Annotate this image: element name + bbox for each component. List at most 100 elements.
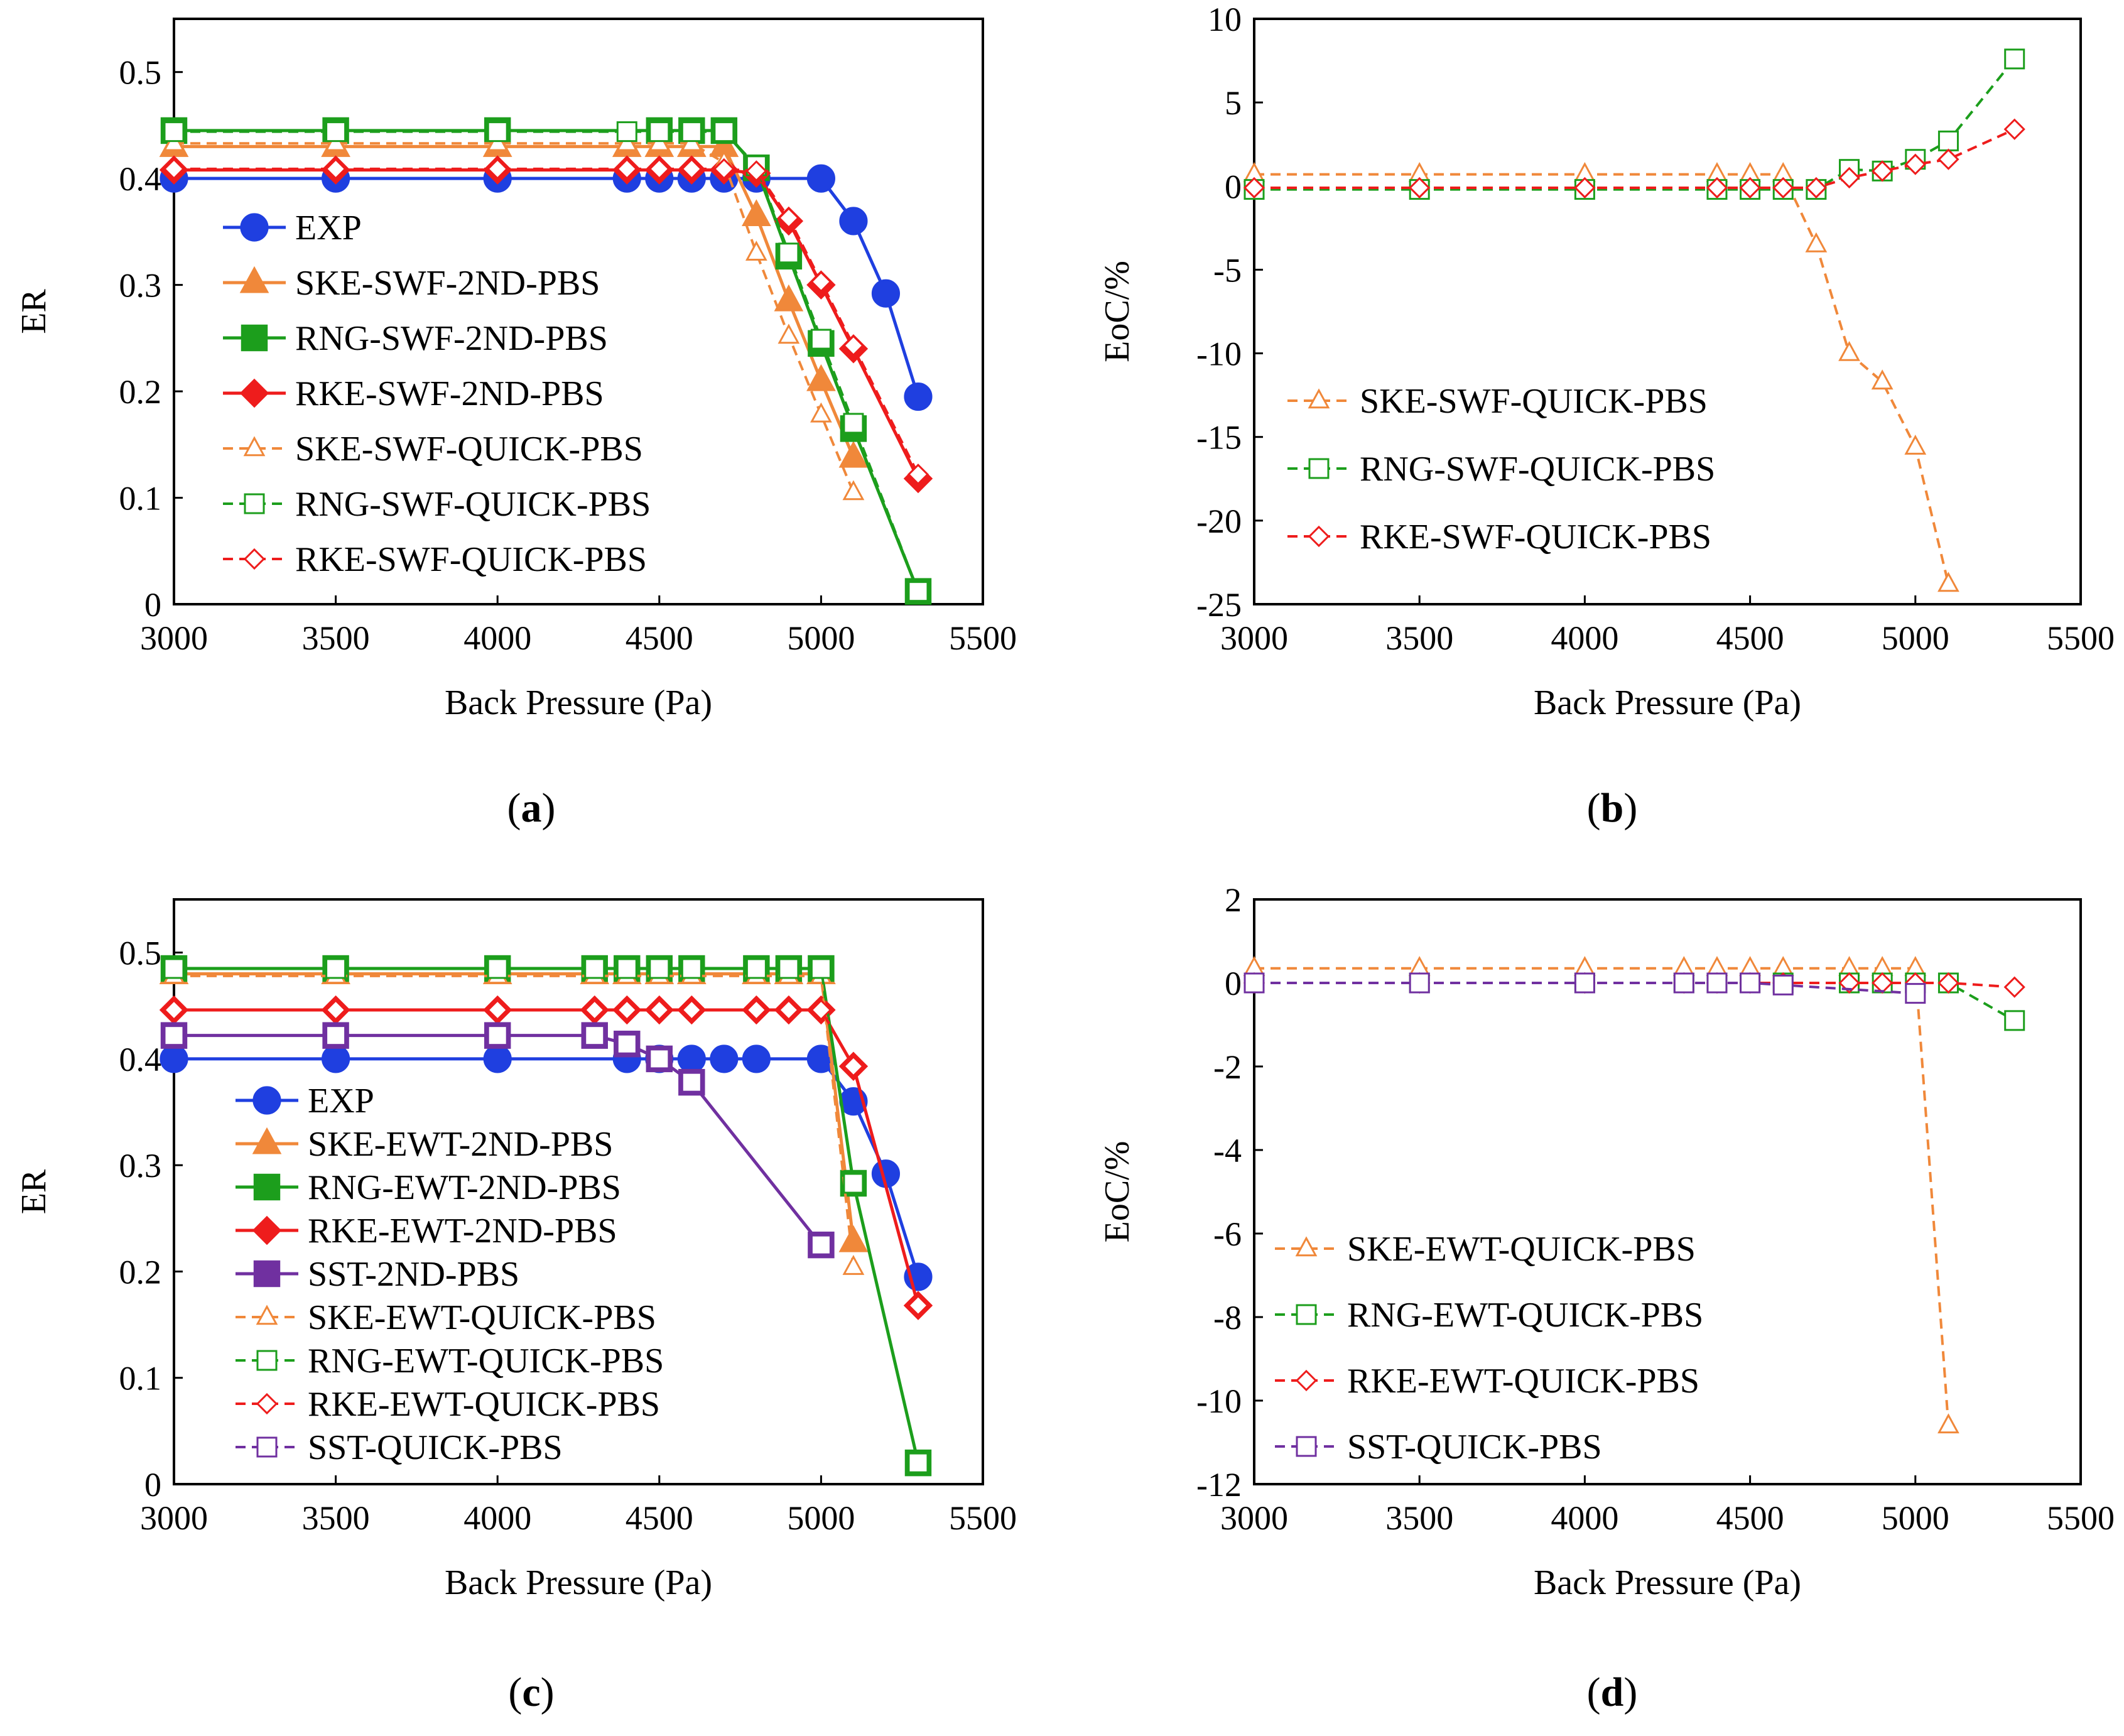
- y-tick-label: -2: [1213, 1048, 1242, 1086]
- chart-c: 3000 3500 4000 4500 5000 5500 0 0.1 0.2 0.3 0.4 0.5…: [14, 898, 1017, 1602]
- legend-label: EXP: [295, 209, 362, 247]
- legend-marker: [243, 548, 266, 570]
- legend-label: RNG-SWF-QUICK-PBS: [295, 485, 651, 524]
- y-tick-label: -20: [1196, 502, 1242, 540]
- data-point: [1937, 130, 1959, 151]
- x-axis-label: Back Pressure (Pa): [1534, 1563, 1801, 1602]
- x-tick-label: 4000: [1551, 1499, 1618, 1537]
- data-point: [907, 1294, 929, 1316]
- data-point: [2003, 118, 2025, 140]
- legend-marker: [1295, 1369, 1318, 1392]
- data-point: [616, 121, 637, 143]
- data-point: [1706, 176, 1728, 199]
- legend-label: RKE-EWT-QUICK-PBS: [1347, 1362, 1699, 1401]
- y-tick-label: -12: [1196, 1466, 1242, 1504]
- y-tick-label: 0: [144, 1466, 161, 1504]
- data-point: [778, 323, 800, 344]
- data-point: [163, 958, 185, 979]
- panel-label-c: (c): [508, 1669, 554, 1715]
- y-tick-label: 0.1: [119, 1360, 162, 1397]
- legend-marker: [252, 1086, 281, 1115]
- series-rng-ewt-quick-pbs: [163, 958, 929, 1473]
- panel-label-d: (d): [1587, 1669, 1638, 1715]
- legend-label: SKE-EWT-2ND-PBS: [308, 1125, 613, 1164]
- x-tick-label: 5500: [949, 619, 1017, 657]
- data-point: [584, 1025, 605, 1046]
- data-point: [1244, 972, 1265, 994]
- data-point: [483, 1044, 512, 1073]
- y-tick-label: -15: [1196, 419, 1242, 457]
- series-line: [174, 967, 919, 1463]
- data-point: [843, 1173, 864, 1194]
- data-point: [1243, 176, 1265, 199]
- y-tick-label: 0.2: [119, 373, 162, 411]
- data-point: [681, 158, 703, 180]
- data-point: [904, 382, 933, 411]
- legend-label: RNG-SWF-QUICK-PBS: [1360, 450, 1715, 489]
- y-tick-label: 2: [1225, 881, 1242, 919]
- data-point: [1937, 972, 1959, 994]
- series-sst-quick-pbs: [163, 1025, 832, 1256]
- x-tick-label: 3000: [1220, 619, 1288, 657]
- legend-marker: [253, 1260, 281, 1288]
- data-point: [648, 999, 670, 1021]
- data-point: [649, 1048, 670, 1070]
- x-tick-label: 4000: [1551, 619, 1618, 657]
- data-point: [742, 1044, 771, 1073]
- data-point: [1937, 1413, 1959, 1434]
- legend-marker: [253, 1173, 281, 1201]
- x-tick-label: 3000: [140, 1499, 208, 1537]
- legend-label: RKE-SWF-QUICK-PBS: [1360, 518, 1711, 556]
- series-line: [174, 974, 855, 1267]
- legend-label: SST-QUICK-PBS: [308, 1428, 563, 1467]
- series-line: [174, 1009, 919, 1306]
- x-tick-label: 5000: [787, 619, 855, 657]
- y-axis-label: EoC/%: [1098, 261, 1137, 362]
- panels: 3000 3500 4000 4500 5000 5500 0 0.1 0.2 0.3 0.4 0.5…: [14, 1, 2115, 1602]
- x-tick-label: 3500: [302, 619, 370, 657]
- legend-c: EXP SKE-EWT-2ND-PBS RNG-EWT-2ND-PBS RKE-EWT…: [236, 1082, 664, 1467]
- data-point: [487, 958, 508, 979]
- legend-marker: [252, 1127, 282, 1154]
- legend-label: RKE-EWT-QUICK-PBS: [308, 1385, 660, 1424]
- data-point: [2004, 48, 2025, 70]
- panel-label-b: (b): [1587, 785, 1638, 831]
- data-point: [1772, 974, 1794, 995]
- data-point: [681, 1071, 702, 1093]
- data-point: [584, 958, 605, 979]
- data-point: [616, 1033, 637, 1055]
- x-tick-label: 3500: [1385, 1499, 1453, 1537]
- y-tick-label: 0.3: [119, 267, 162, 305]
- legend-label: SKE-SWF-2ND-PBS: [295, 264, 600, 303]
- data-point: [908, 581, 929, 602]
- data-point: [842, 480, 865, 501]
- panel-labels: (a) (b) (c) (d): [507, 785, 1638, 1715]
- y-tick-label: 0.5: [119, 935, 162, 972]
- x-tick-label: 3500: [1385, 619, 1453, 657]
- data-point: [1772, 176, 1794, 199]
- data-point: [163, 1025, 185, 1046]
- data-point: [1904, 153, 1926, 175]
- data-point: [778, 242, 799, 264]
- chart-b: 3000 3500 4000 4500 5000 5500 -25 -20 -15 -10 -5 0 5…: [1098, 1, 2115, 722]
- legend-marker: [1296, 1304, 1317, 1325]
- x-tick-label: 4500: [626, 1499, 693, 1537]
- data-point: [1740, 972, 1761, 994]
- legend-a: EXP SKE-SWF-2ND-PBS RNG-SWF-2ND-PBS RKE-SWF…: [223, 209, 651, 579]
- legend-marker: [1308, 388, 1330, 409]
- series-sst-quick-pbs: [1244, 972, 1926, 1004]
- data-point: [322, 1044, 350, 1073]
- data-point: [839, 207, 868, 236]
- data-point: [583, 999, 605, 1021]
- data-point: [745, 999, 767, 1021]
- data-point: [681, 999, 703, 1021]
- data-point: [1838, 166, 1860, 189]
- data-point: [806, 164, 835, 193]
- y-tick-label: -10: [1196, 335, 1242, 373]
- y-tick-label: 0.4: [119, 160, 162, 198]
- data-point: [681, 121, 702, 143]
- data-point: [907, 464, 929, 486]
- x-tick-label: 3000: [140, 619, 208, 657]
- data-point: [681, 958, 702, 979]
- panel-label-a: (a): [507, 785, 556, 831]
